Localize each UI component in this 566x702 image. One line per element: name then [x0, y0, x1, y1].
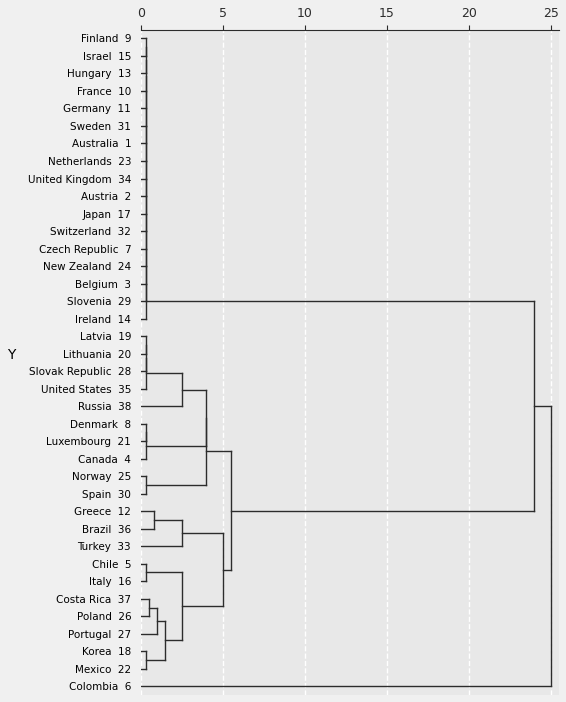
- Y-axis label: Y: Y: [7, 348, 15, 362]
